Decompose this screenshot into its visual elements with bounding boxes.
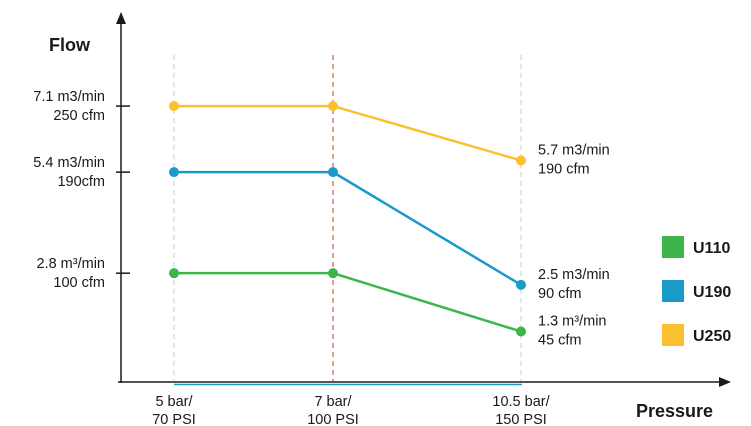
label-line: 190cfm <box>57 174 105 190</box>
point-annotation: 1.3 m³/min 45 cfm <box>538 313 607 348</box>
data-point-u250 <box>328 101 338 112</box>
x-tick-label: 10.5 bar/150 PSI <box>492 394 550 426</box>
label-line: 100 cfm <box>53 275 105 291</box>
x-tick-label: 7 bar/100 PSI <box>307 394 359 426</box>
label-line: 5.7 m3/min <box>538 142 610 158</box>
series-line-u250 <box>174 104 522 162</box>
data-point-u190 <box>169 167 179 178</box>
legend-swatch <box>662 280 684 302</box>
y-axis-arrow-icon <box>116 12 126 24</box>
label-line: 5 bar/ <box>155 394 193 410</box>
series-lines <box>169 101 526 337</box>
label-line: 250 cfm <box>53 108 105 124</box>
y-tick-label: 5.4 m3/min 190cfm <box>33 155 105 190</box>
y-tick-label: 7.1 m3/min 250 cfm <box>33 89 105 124</box>
legend-label: U110 <box>693 240 730 257</box>
label-line: 10.5 bar/ <box>492 394 550 410</box>
point-annotations: 5.7 m3/min 190 cfm 2.5 m3/min 90 cfm 1.3 m³/… <box>538 142 610 348</box>
legend-label: U190 <box>693 284 731 301</box>
data-point-u110 <box>516 326 526 337</box>
label-line: 190 cfm <box>538 161 590 177</box>
label-line: 150 PSI <box>495 412 547 426</box>
point-annotation: 5.7 m3/min 190 cfm <box>538 142 610 177</box>
data-point-u110 <box>169 268 179 279</box>
label-line: 2.8 m³/min <box>37 256 106 272</box>
label-line: 90 cfm <box>538 286 582 302</box>
label-line: 1.3 m³/min <box>538 313 607 329</box>
point-annotation: 2.5 m3/min 90 cfm <box>538 267 610 302</box>
x-tick-label: 5 bar/70 PSI <box>152 394 196 426</box>
data-point-u250 <box>169 101 179 112</box>
series-line-u190 <box>174 170 522 286</box>
data-point-u250 <box>516 155 526 166</box>
y-tick-label: 2.8 m³/min 100 cfm <box>37 256 106 291</box>
label-line: 7 bar/ <box>314 394 352 410</box>
label-line: 5.4 m3/min <box>33 155 105 171</box>
x-axis-title: Pressure <box>636 401 713 421</box>
data-point-u110 <box>328 268 338 279</box>
x-axis-arrow-icon <box>719 377 731 387</box>
label-line: 7.1 m3/min <box>33 89 105 105</box>
label-line: 45 cfm <box>538 332 582 348</box>
label-line: 2.5 m3/min <box>538 267 610 283</box>
data-point-u190 <box>328 167 338 178</box>
axes: Flow Pressure <box>49 12 731 421</box>
legend-label: U250 <box>693 328 731 345</box>
y-tick-labels: 2.8 m³/min 100 cfm 5.4 m3/min 190cfm 7.1 m3/… <box>33 89 130 291</box>
legend-swatch <box>662 324 684 346</box>
label-line: 70 PSI <box>152 412 196 426</box>
legend-swatch <box>662 236 684 258</box>
legend: U110 U190 U250 <box>662 236 731 346</box>
label-line: 100 PSI <box>307 412 359 426</box>
data-point-u190 <box>516 279 526 290</box>
series-line-u110 <box>174 271 522 333</box>
gridlines <box>173 55 522 381</box>
x-tick-labels: 5 bar/70 PSI 7 bar/100 PSI 10.5 bar/150 PS… <box>152 394 550 426</box>
y-axis-title: Flow <box>49 35 91 55</box>
